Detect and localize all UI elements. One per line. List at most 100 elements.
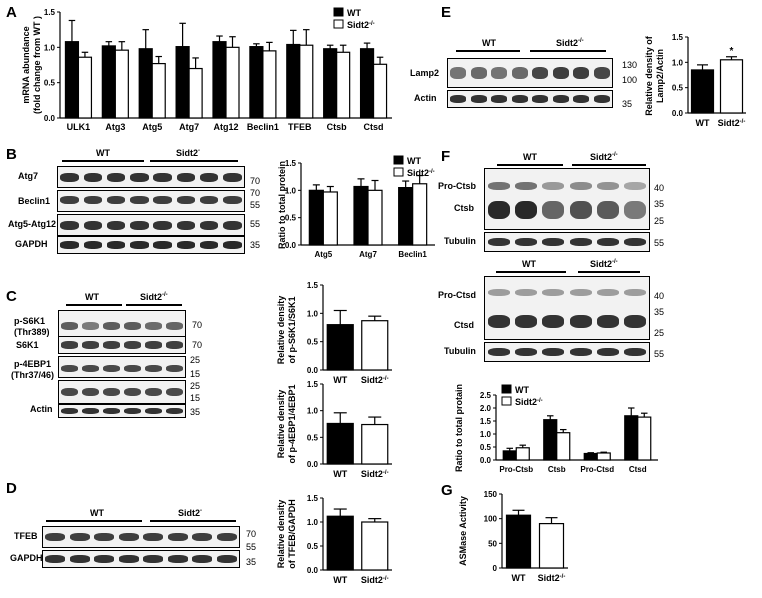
blot-f-row-4: Pro-Ctsd xyxy=(438,290,476,300)
blot-band xyxy=(145,408,162,414)
panel-label-c: C xyxy=(6,288,17,305)
blot-band xyxy=(69,533,90,541)
wt-group-bar xyxy=(496,271,566,273)
chart-a-bar-ko xyxy=(151,62,166,119)
chart-a-legend-ko-swatch xyxy=(333,19,344,29)
chart-f-ylabel: Ratio to total protain xyxy=(454,384,464,472)
ko-group-bar xyxy=(530,50,606,52)
blot-f-marker-6: 35 xyxy=(654,307,665,317)
blot-band xyxy=(511,95,528,103)
chart-f-y-tick-label: 0.5 xyxy=(480,443,492,452)
blot-band xyxy=(106,220,126,230)
blot-band xyxy=(542,181,565,190)
blot-c-marker-2: 70 xyxy=(192,340,203,350)
chart-f-y-tick-label: 1.0 xyxy=(480,430,492,439)
blot-band xyxy=(176,241,196,249)
chart-b-legend-wt: WT xyxy=(407,156,421,166)
blot-band xyxy=(470,67,487,79)
chart-c1-y-tick-label: 0.5 xyxy=(307,338,319,347)
chart-e-y-tick-label: 0.5 xyxy=(672,84,684,93)
chart-a-ylabel-2: (fold change from WT ) xyxy=(32,16,42,114)
blot-band xyxy=(166,322,183,330)
chart-g-y-tick-label: 0 xyxy=(493,564,498,573)
blot-band xyxy=(166,408,183,414)
chart-d-ylabel: Relative density xyxy=(276,500,286,569)
blot-band xyxy=(515,181,537,190)
blot-e-ko-label: Sidt2-/- xyxy=(556,38,584,48)
chart-f-bar-wt xyxy=(543,419,558,461)
blot-band xyxy=(487,315,510,328)
blot-c-ko-label: Sidt2-/- xyxy=(140,292,168,302)
blot-band xyxy=(515,315,537,328)
chart-a-bar-ko xyxy=(114,49,129,119)
blot-band xyxy=(124,322,141,330)
blot-band xyxy=(60,220,79,230)
blot-c-marker-7: 35 xyxy=(190,407,201,417)
blot-b-marker-1: 70 xyxy=(250,176,261,186)
blot-band xyxy=(532,95,549,103)
blot-band xyxy=(83,220,103,230)
ko-group-bar xyxy=(126,304,182,306)
chart-d-y-tick-label: 0.5 xyxy=(307,542,319,551)
chart-a-bar-ko xyxy=(372,63,388,119)
blot-band xyxy=(176,220,196,230)
blot-e-marker-2: 100 xyxy=(622,75,638,85)
blot-f-marker-2: 35 xyxy=(654,199,665,209)
blot-band xyxy=(82,341,99,349)
blot-b-beclin1 xyxy=(57,190,245,212)
blot-f-row-1: Pro-Ctsb xyxy=(438,181,476,191)
chart-b-bar-wt xyxy=(353,185,369,246)
wt-group-bar xyxy=(497,164,563,166)
chart-b-legend-ko-swatch xyxy=(393,167,404,177)
blot-band xyxy=(61,341,78,349)
blot-band xyxy=(124,408,141,414)
blot-f-marker-5: 40 xyxy=(654,291,665,301)
blot-band xyxy=(542,347,565,357)
chart-a-bar-wt xyxy=(101,45,116,119)
blot-band xyxy=(597,237,619,247)
chart-c1-y-tick-label: 0.0 xyxy=(307,366,319,375)
chart-a-x-tick-label: ULK1 xyxy=(67,122,91,132)
chart-c1-x-tick-label: WT xyxy=(333,375,347,385)
blot-band xyxy=(223,241,242,249)
chart-g-y-tick-label: 150 xyxy=(484,490,498,499)
blot-f-ctsb xyxy=(484,168,650,230)
chart-c2-bar-ko xyxy=(361,423,389,465)
blot-band xyxy=(103,364,120,372)
blot-b-atg7 xyxy=(57,166,245,188)
blot-f-row-2: Ctsb xyxy=(454,203,474,213)
chart-e-x-tick-label: Sidt2-/- xyxy=(718,118,746,128)
chart-e-sig: * xyxy=(730,46,734,57)
chart-a-bar-ko xyxy=(225,46,240,119)
chart-g-x-tick-label: WT xyxy=(512,573,526,583)
chart-g-x-tick-label: Sidt2-/- xyxy=(538,573,566,583)
chart-c2-y-tick-label: 1.5 xyxy=(307,380,319,389)
blot-d-marker-3: 35 xyxy=(246,557,257,567)
blot-band xyxy=(166,387,183,397)
blot-band xyxy=(624,237,647,247)
chart-a-x-tick-label: TFEB xyxy=(288,122,312,132)
chart-a-bar-ko xyxy=(299,44,314,119)
chart-a-y-tick-label: 1.5 xyxy=(44,8,56,17)
chart-e-bar-wt xyxy=(690,69,715,114)
chart-f-y-tick-label: 2.5 xyxy=(480,391,492,400)
blot-e-row-1: Lamp2 xyxy=(410,68,440,78)
chart-a-ylabel: mRNA abundance xyxy=(21,26,31,103)
wt-group-bar xyxy=(66,304,122,306)
blot-c-row-1: p-S6K1 xyxy=(14,316,46,326)
blot-band xyxy=(103,341,120,349)
blot-band xyxy=(82,408,99,414)
blot-band xyxy=(199,220,219,230)
blot-f-ko-label-1: Sidt2-/- xyxy=(590,152,618,162)
blot-band xyxy=(515,237,537,247)
chart-d-y-tick-label: 1.5 xyxy=(307,494,319,503)
blot-band xyxy=(624,200,647,219)
blot-band xyxy=(597,181,619,190)
blot-b-atg5-atg12 xyxy=(57,214,245,236)
blot-band xyxy=(83,196,103,204)
chart-b-ylabel: Ratio to total protein xyxy=(277,161,287,249)
blot-band xyxy=(223,172,242,182)
chart-a-bar-wt xyxy=(175,46,190,119)
panel-label-b: B xyxy=(6,146,17,163)
chart-f-legend-ko: Sidt2-/- xyxy=(515,397,543,407)
